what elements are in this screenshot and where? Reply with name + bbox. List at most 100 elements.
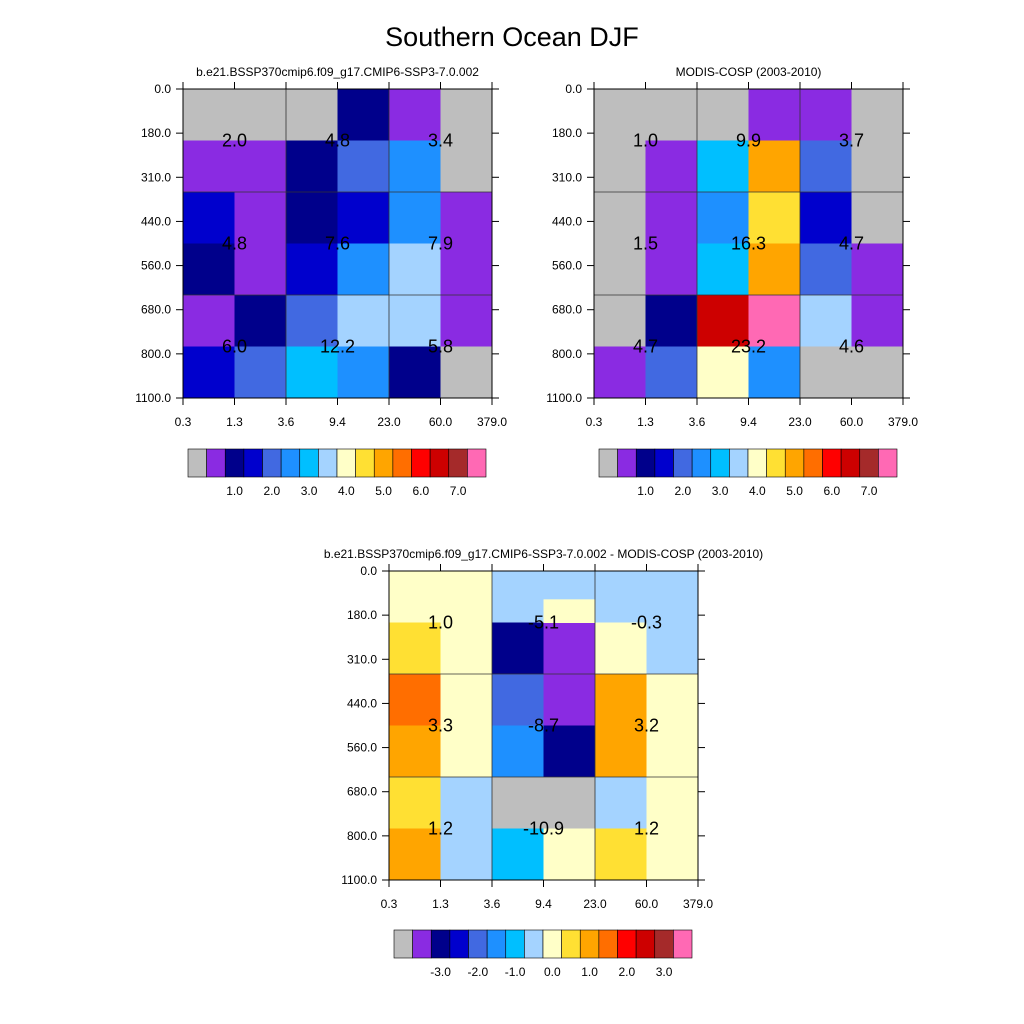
heatmap-cell [389,725,441,778]
heatmap-cell [286,295,338,347]
block-value-label: 3.4 [428,131,453,151]
colorbar-swatch [412,929,432,959]
heatmap-cell [697,192,749,244]
y-tick-label: 440.0 [552,214,582,228]
colorbar-swatch [430,929,451,959]
y-tick-label: 0.0 [565,82,582,96]
colorbar-label: 3.0 [712,484,729,498]
colorbar-swatch [617,448,637,478]
heatmap-cell [337,192,390,244]
x-tick-label: 23.0 [583,897,607,911]
heatmap-cell [543,777,596,829]
x-tick-label: 1.3 [432,897,449,911]
block-value-label: 2.0 [222,131,247,151]
colorbar-label: 2.0 [618,965,635,979]
colorbar-swatch [262,448,282,478]
heatmap-cell [389,777,441,829]
heatmap-cell [800,295,852,347]
colorbar-swatch [486,929,507,959]
colorbar-label: 6.0 [823,484,840,498]
y-tick-label: 310.0 [347,652,377,666]
colorbar-swatch [318,448,338,478]
heatmap-cell [697,243,749,296]
heatmap-cell [389,622,441,675]
block-value-label: 7.6 [325,234,350,254]
y-tick-label: 680.0 [552,303,582,317]
heatmap-cell [183,140,235,193]
x-tick-label: 60.0 [429,415,453,429]
colorbar-swatch [766,448,786,478]
block-value-label: 16.3 [731,234,766,254]
block-value-label: 4.8 [325,131,350,151]
heatmap-cell [800,140,852,193]
heatmap-cell [492,674,544,726]
heatmap-cell [748,346,801,399]
heatmap-cell [594,346,646,399]
x-tick-label: 0.3 [586,415,603,429]
block-value-label: 9.9 [736,131,761,151]
colorbar-swatch [803,448,823,478]
y-tick-label: 0.0 [360,564,377,578]
colorbar-swatch [299,448,319,478]
heatmap-cell [800,346,852,399]
heatmap-cell [183,346,235,399]
block-value-label: 7.9 [428,234,453,254]
heatmap-cell [389,89,441,141]
colorbar-swatch [468,929,488,959]
colorbar-label: -2.0 [467,965,488,979]
heatmap-cell [337,140,390,193]
heatmap-panel-observation: MODIS-COSP (2003-2010) 0.0 180.0 310.0 440.0… [546,65,918,498]
heatmap-cell [234,243,287,296]
colorbar-label: 7.0 [450,484,467,498]
block-value-label: 4.7 [633,337,658,357]
heatmap-cell [646,571,699,623]
block-value-label: 4.6 [839,337,864,357]
colorbar-swatch [224,448,245,478]
heatmap-cell [697,295,749,347]
block-value-label: 23.2 [731,337,766,357]
colorbar-swatch [187,448,207,478]
heatmap-cell [389,346,441,399]
x-tick-label: 9.4 [329,415,346,429]
colorbar-label: 1.0 [226,484,243,498]
heatmap-cell [595,674,647,726]
heatmap-cell [645,192,698,244]
heatmap-cell [800,243,852,296]
heatmap-cell [337,295,390,347]
heatmap-cell [492,571,544,623]
heatmap-cell [440,346,493,399]
heatmap-cell [440,828,493,881]
heatmap-cell [183,295,235,347]
heatmap-cell [697,140,749,193]
heatmap-cell [645,243,698,296]
x-tick-label: 379.0 [888,415,918,429]
colorbar-swatch [448,448,468,478]
panel-title: b.e21.BSSP370cmip6.f09_g17.CMIP6-SSP3-7.… [324,547,763,561]
colorbar-swatch [542,929,562,959]
heatmap-cell [492,777,544,829]
heatmap-cell [645,140,698,193]
panel-title: b.e21.BSSP370cmip6.f09_g17.CMIP6-SSP3-7.… [196,65,479,79]
x-tick-label: 3.6 [689,415,706,429]
colorbar-swatch [392,448,412,478]
block-value-label: -0.3 [631,613,662,633]
block-value-label: 12.2 [320,337,355,357]
y-tick-label: 1100.0 [341,873,377,887]
colorbar-swatch [280,448,301,478]
colorbar-swatch [784,448,805,478]
heatmap-cell [234,295,287,347]
block-value-label: 6.0 [222,337,247,357]
heatmap-cell [748,192,801,244]
x-tick-label: 3.6 [484,897,501,911]
block-value-label: 1.2 [428,819,453,839]
colorbar-swatch [449,929,469,959]
heatmap-cell [594,140,646,193]
heatmap-cell [389,140,441,193]
x-tick-label: 0.3 [175,415,192,429]
heatmap-cell [697,346,749,399]
block-value-label: 4.8 [222,234,247,254]
y-tick-label: 560.0 [141,259,171,273]
colorbar-label: 5.0 [786,484,803,498]
heatmap-cell [440,622,493,675]
heatmap-cell [440,777,493,829]
